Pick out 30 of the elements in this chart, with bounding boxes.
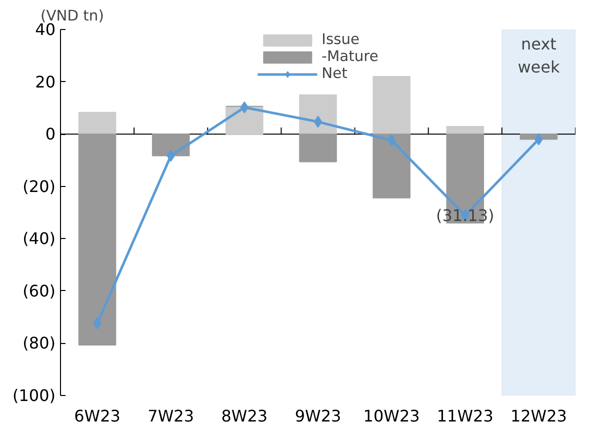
point — [240, 101, 249, 114]
x-tick-label: 7W23 — [148, 406, 194, 426]
y-tick-label: (80) — [22, 334, 56, 353]
x-tick-label: 8W23 — [221, 406, 268, 426]
y-tick-label: (100) — [12, 386, 56, 405]
point — [166, 150, 176, 162]
legend-label: Issue — [322, 31, 360, 48]
x-tick-label: 10W23 — [363, 406, 420, 426]
point — [387, 134, 396, 146]
y-tick-label: (20) — [22, 176, 56, 196]
bar — [372, 76, 410, 135]
bar — [299, 134, 337, 162]
bar — [299, 94, 337, 135]
point — [314, 116, 322, 128]
x-tick-label: 12W23 — [510, 406, 567, 426]
y-tick-label: 20 — [35, 72, 56, 92]
legend-label: -Mature — [322, 48, 378, 65]
x-tick-label: 9W23 — [294, 406, 342, 426]
y-axis-title: (VND tn) — [40, 8, 104, 24]
x-tick-label: 6W23 — [74, 406, 120, 426]
x-tick-label: 11W23 — [436, 406, 494, 426]
y-tick-label: (60) — [22, 281, 56, 300]
band-label: next week — [518, 34, 560, 77]
y-tick-label: (40) — [22, 229, 56, 248]
bar — [152, 134, 190, 156]
bar — [78, 112, 116, 135]
y-tick-label: 0 — [45, 124, 56, 144]
legend-label: Net — [322, 65, 348, 82]
bar — [78, 134, 116, 346]
bar — [372, 134, 410, 198]
